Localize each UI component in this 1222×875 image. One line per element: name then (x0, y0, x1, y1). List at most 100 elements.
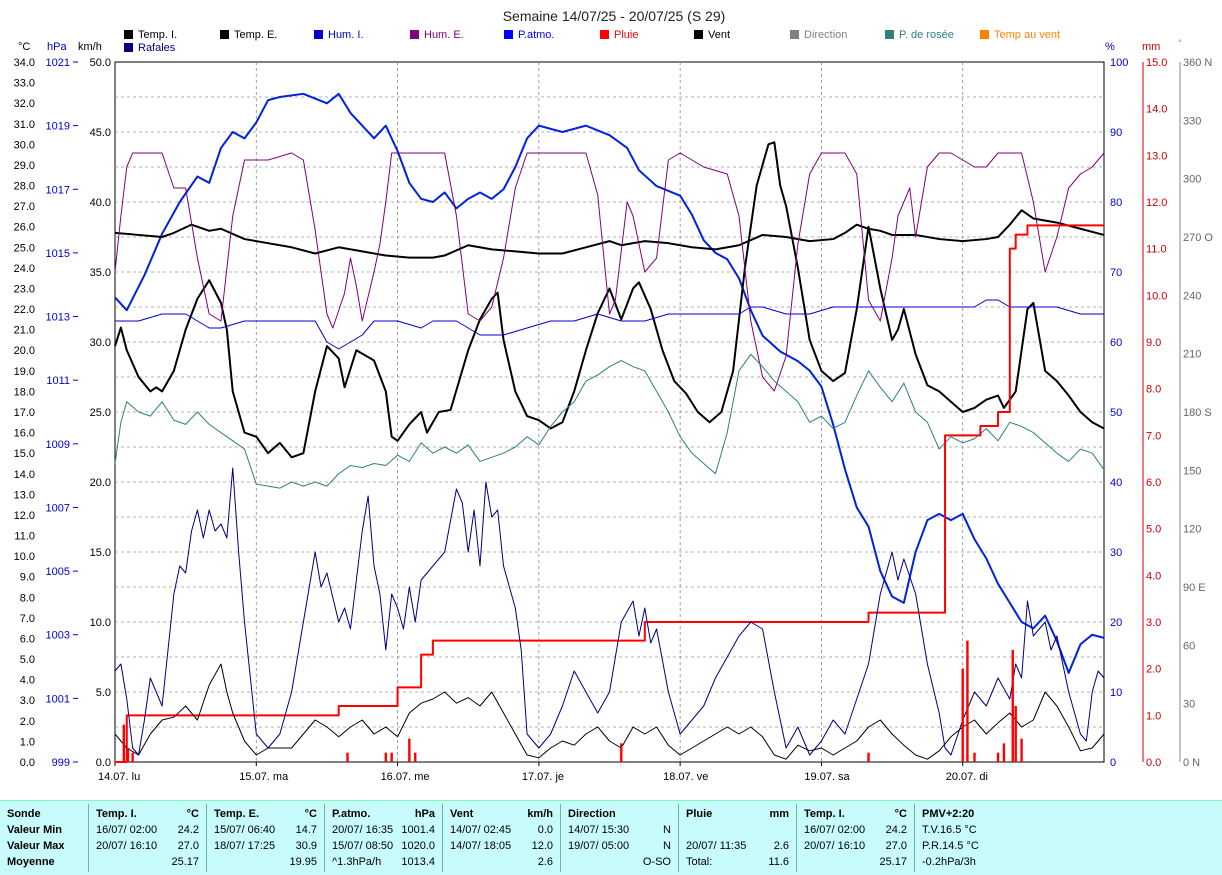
rain-bar (966, 640, 969, 762)
rain-bar (131, 752, 134, 762)
temp-tick-label: 25.0 (14, 242, 35, 254)
legend-swatch (220, 30, 229, 39)
legend-label: Hum. E. (424, 29, 464, 41)
stats-unit: km/h (527, 808, 553, 820)
stats-value: 0.0 (537, 824, 553, 836)
temp-tick-label: 2.0 (20, 716, 35, 728)
rain-tick-label: 6.0 (1146, 477, 1161, 489)
dir-tick-label: 120 (1183, 524, 1201, 536)
temp-tick-label: 14.0 (14, 469, 35, 481)
stats-unit: °C (894, 808, 907, 820)
stats-value: 25.17 (171, 856, 199, 868)
series-p-de-ros-e (114, 353, 1105, 489)
wind-tick-label: 15.0 (90, 547, 111, 559)
series-rafales (114, 467, 1105, 756)
legend-label: P. de rosée (899, 29, 954, 41)
dir-tick-label: 150 (1183, 465, 1201, 477)
hum-tick-label: 0 (1110, 757, 1116, 769)
temp-tick-label: 8.0 (20, 592, 35, 604)
stats-value: 27.0 (885, 840, 907, 852)
axes: 14.07. lu 15.07. ma 16.07. me 17.07. je 18.0… (14, 38, 1214, 783)
x-tick-label: 18.07. ve (663, 771, 708, 783)
temp-tick-label: 7.0 (20, 613, 35, 625)
stats-header: Temp. E. (214, 808, 260, 820)
rain-bar (1011, 650, 1014, 762)
temp-tick-label: 32.0 (14, 98, 35, 110)
stats-header: Pluie (686, 808, 713, 820)
stats-row-label: -0.2hPa/3h (922, 856, 976, 868)
legend-label: Vent (708, 29, 730, 41)
rain-tick-label: 10.0 (1146, 290, 1167, 302)
stats-row-label: Valeur Max (7, 840, 65, 852)
hum-tick-label: 60 (1110, 337, 1122, 349)
dir-tick-label: 180 S (1183, 407, 1212, 419)
temp-unit: °C (18, 41, 30, 53)
series-layer (114, 92, 1105, 763)
temp-tick-label: 16.0 (14, 428, 35, 440)
legend-label: Temp au vent (994, 29, 1060, 41)
hum-tick-label: 10 (1110, 687, 1122, 699)
stats-col-pmv: PMV+2:20 T.V.16.5 °C P.R.14.5 °C -0.2hPa/3h (914, 804, 1033, 872)
temp-tick-label: 13.0 (14, 489, 35, 501)
rain-tick-label: 15.0 (1146, 57, 1167, 69)
stats-col-sonde: Sonde Valeur Min Valeur Max Moyenne (0, 804, 88, 872)
stats-value: 1013.4 (401, 856, 435, 868)
stats-row-label: Moyenne (7, 856, 55, 868)
rain-bar (384, 752, 387, 762)
rain-tick-label: 1.0 (1146, 710, 1161, 722)
rain-tick-label: 7.0 (1146, 430, 1161, 442)
stats-col-pluie: Pluie mm 20/07/ 11:35 2.6 Total: 11.6 (678, 804, 797, 872)
rain-tick-label: 13.0 (1146, 150, 1167, 162)
dir-tick-label: 30 (1183, 699, 1195, 711)
rain-bar (620, 743, 623, 762)
temp-tick-label: 23.0 (14, 283, 35, 295)
series-vent (114, 663, 1105, 760)
legend: Temp. I. Temp. E. Hum. I. Hum. E. P.atmo. Plu… (124, 29, 1060, 54)
hum-tick-label: 30 (1110, 547, 1122, 559)
stats-col-patmo: P.atmo. hPa 20/07/ 16:35 1001.4 15/07/ 08:50… (324, 804, 443, 872)
stats-date: 15/07/ 08:50 (332, 840, 394, 852)
temp-tick-label: 20.0 (14, 345, 35, 357)
stats-value: O-SO (642, 856, 671, 868)
stats-value: N (663, 824, 671, 836)
stats-unit: °C (304, 808, 317, 820)
temp-tick-label: 17.0 (14, 407, 35, 419)
stats-header: Temp. I. (96, 808, 137, 820)
stats-date: 14/07/ 15:30 (568, 824, 630, 836)
rain-bar (1002, 743, 1006, 762)
legend-swatch (124, 43, 133, 52)
temp-tick-label: 27.0 (14, 201, 35, 213)
stats-col-direction: Direction 14/07/ 15:30 N 19/07/ 05:00 N O-SO (560, 804, 679, 872)
temp-tick-label: 1.0 (20, 736, 35, 748)
dir-tick-label: 90 E (1183, 582, 1206, 594)
rain-bar (1014, 706, 1017, 762)
stats-value: 2.6 (773, 840, 789, 852)
grid (114, 61, 1105, 763)
rain-tick-label: 4.0 (1146, 570, 1161, 582)
rain-bar (390, 752, 393, 762)
rain-bar (996, 752, 1000, 762)
stats-value: 30.9 (295, 840, 317, 852)
stats-unit: hPa (414, 808, 435, 820)
stats-col-temp-i: Temp. I. °C 16/07/ 02:00 24.2 20/07/ 16:10 27… (88, 804, 207, 872)
stats-header: Sonde (7, 808, 41, 820)
legend-swatch (504, 30, 513, 39)
series-p-atmo- (114, 92, 1105, 674)
legend-label: Pluie (614, 29, 638, 41)
stats-col-temp-e: Temp. E. °C 15/07/ 06:40 14.7 18/07/ 17:25 30… (206, 804, 325, 872)
stats-unit: mm (769, 808, 789, 820)
temp-tick-label: 31.0 (14, 119, 35, 131)
press-tick-label: 1005 (46, 566, 70, 578)
rain-bar (126, 748, 130, 762)
temp-tick-label: 34.0 (14, 57, 35, 69)
temp-tick-label: 15.0 (14, 448, 35, 460)
x-tick-label: 20.07. di (946, 771, 988, 783)
dir-unit: ° (1178, 38, 1182, 48)
rain-bar (961, 668, 964, 762)
temp-tick-label: 26.0 (14, 222, 35, 234)
hum-tick-label: 100 (1110, 57, 1128, 69)
legend-label: Hum. I. (328, 29, 363, 41)
dir-tick-label: 240 (1183, 290, 1201, 302)
stats-row-label: Valeur Min (7, 824, 63, 836)
rain-tick-label: 11.0 (1146, 244, 1167, 256)
